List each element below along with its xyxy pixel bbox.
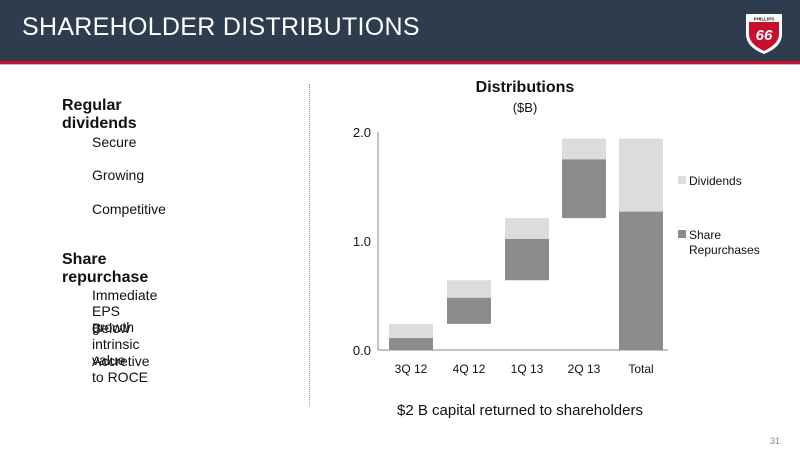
bullet-item: Secure xyxy=(92,134,137,150)
svg-text:PHILLIPS: PHILLIPS xyxy=(754,17,775,22)
y-tick-label: 0.0 xyxy=(353,343,371,358)
bar-share-repurchases xyxy=(505,238,549,281)
svg-text:66: 66 xyxy=(756,27,773,44)
slide-title: SHAREHOLDER DISTRIBUTIONS xyxy=(22,13,420,41)
x-tick-label: Total xyxy=(628,362,653,376)
bullet-heading-repurchase: Share repurchase xyxy=(62,251,149,286)
x-tick-label: 3Q 12 xyxy=(395,362,428,376)
bar-dividends xyxy=(447,280,491,298)
chart-caption: $2 B capital returned to shareholders xyxy=(397,402,643,419)
bar-share-repurchases xyxy=(619,211,663,350)
header-gray-rule xyxy=(0,64,800,65)
bullet-item: Accretive to ROCE xyxy=(92,353,150,385)
bullet-item: Below intrinsic value xyxy=(92,320,140,368)
bar-dividends xyxy=(619,138,663,212)
legend-label-share-repurchases: Share Repurchases xyxy=(689,228,760,257)
legend-label-dividends: Dividends xyxy=(689,174,742,188)
y-tick-label: 1.0 xyxy=(353,234,371,249)
x-tick-label: 2Q 13 xyxy=(568,362,601,376)
chart-subtitle: ($B) xyxy=(512,100,538,115)
distributions-chart: 0.0 1.0 2.0 3Q 12 4Q 12 1Q 13 2Q 13 Total Divide… xyxy=(353,125,760,376)
bar-dividends xyxy=(562,138,606,160)
x-tick-label: 4Q 12 xyxy=(453,362,486,376)
bar-share-repurchases xyxy=(447,297,491,324)
bar-dividends xyxy=(389,323,433,339)
bar-share-repurchases xyxy=(562,159,606,219)
header-bar: SHAREHOLDER DISTRIBUTIONS PHILLIPS 66 xyxy=(0,0,800,61)
page-number: 31 xyxy=(770,436,781,446)
phillips-66-logo: PHILLIPS 66 xyxy=(746,14,782,54)
header-red-rule xyxy=(0,61,800,64)
bullet-item: Growing xyxy=(92,167,145,183)
bullet-item: Competitive xyxy=(92,201,166,217)
chart-title: Distributions xyxy=(475,79,575,96)
bar-dividends xyxy=(505,218,549,239)
legend-swatch-dividends xyxy=(678,176,686,184)
bar-share-repurchases xyxy=(389,338,433,350)
y-tick-label: 2.0 xyxy=(353,125,371,140)
legend-swatch-share-repurchases xyxy=(678,230,686,238)
column-divider xyxy=(309,84,310,406)
x-tick-label: 1Q 13 xyxy=(511,362,544,376)
bullet-item: Immediate EPS growth xyxy=(92,287,158,335)
bullet-heading-dividends: Regular dividends xyxy=(62,97,137,132)
